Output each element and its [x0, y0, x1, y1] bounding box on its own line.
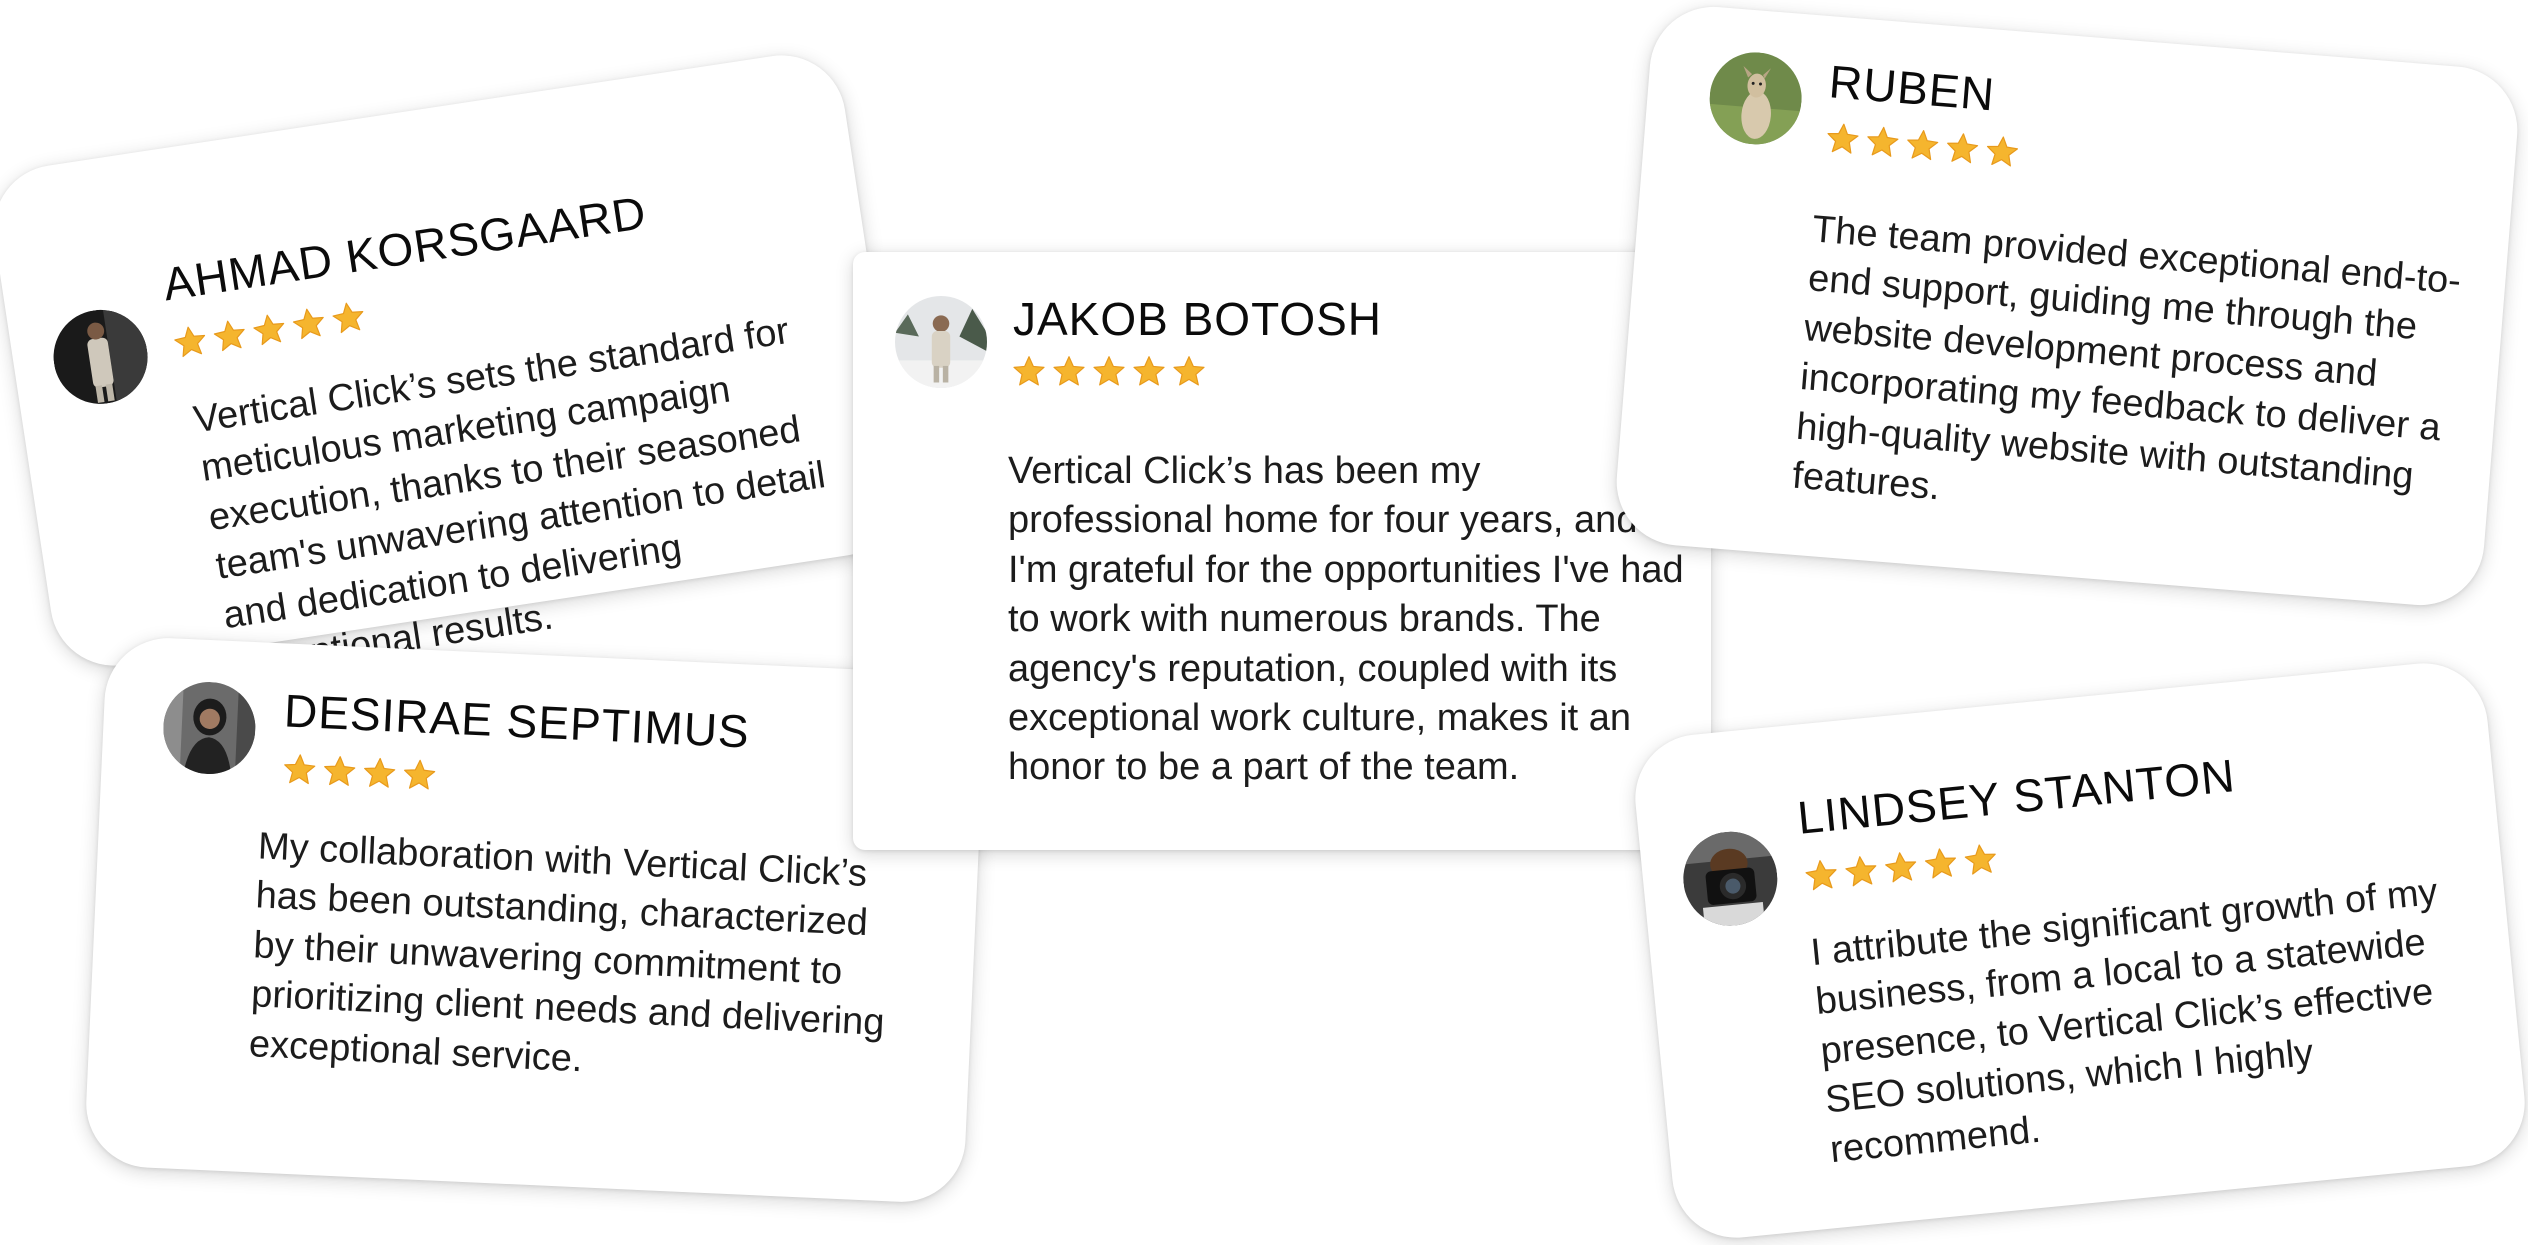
dog-portrait-icon: [1706, 48, 1806, 148]
star-icon: [364, 757, 396, 788]
star-icon: [1947, 133, 1979, 164]
star-icon: [1986, 136, 2019, 167]
star-icon: [1053, 356, 1085, 386]
star-icon: [1093, 356, 1125, 386]
star-icon: [1013, 356, 1045, 386]
star-icon: [1907, 130, 1939, 161]
reviewer-name: JAKOB BOTOSH: [1013, 293, 1383, 345]
testimonial-card-desirae: DESIRAE SEPTIMUS My collaboration with V…: [83, 635, 987, 1205]
star-icon: [253, 314, 285, 346]
reviewer-name: DESIRAE SEPTIMUS: [283, 684, 751, 758]
star-icon: [292, 308, 324, 340]
star-icon: [404, 759, 436, 790]
star-icon: [1133, 356, 1165, 386]
star-rating: [281, 751, 438, 794]
star-rating: [1802, 841, 2001, 896]
review-text: I attribute the significant growth of my…: [1808, 870, 2440, 1171]
review-text: Vertical Click’s sets the standard for m…: [190, 309, 829, 686]
star-icon: [324, 756, 356, 786]
reviewer-name: AHMAD KORSGAARD: [159, 186, 650, 311]
star-icon: [332, 302, 364, 334]
star-icon: [1924, 848, 1956, 879]
review-text: My collaboration with Vertical Click’s h…: [248, 825, 886, 1080]
star-icon: [1805, 860, 1837, 891]
star-icon: [1173, 356, 1205, 386]
star-rating: [170, 298, 369, 363]
person-portrait-icon: [47, 303, 155, 411]
star-icon: [1845, 856, 1877, 887]
person-portrait-icon: [161, 679, 258, 777]
review-text: The team provided exceptional end-to-end…: [1790, 208, 2463, 509]
testimonial-card-jakob: JAKOB BOTOSH Vertical Click’s has been m…: [853, 252, 1711, 850]
star-icon: [1867, 126, 1899, 157]
star-icon: [174, 326, 206, 358]
star-icon: [1964, 844, 1996, 875]
testimonial-card-ahmad: AHMAD KORSGAARD Vertical Click’s sets th…: [0, 46, 911, 686]
star-rating: [1823, 120, 2021, 172]
testimonial-card-ruben: RUBEN The team provided exceptional end-…: [1611, 1, 2523, 611]
reviewer-name: LINDSEY STANTON: [1795, 749, 2238, 844]
review-text: Vertical Click’s has been my professiona…: [1008, 450, 1684, 789]
star-icon: [1885, 852, 1917, 883]
testimonial-card-lindsey: LINDSEY STANTON I attribute the signific…: [1629, 657, 2528, 1244]
reviewer-name: RUBEN: [1827, 55, 1997, 121]
camera-portrait-icon: [1678, 827, 1782, 931]
star-icon: [1827, 123, 1859, 154]
star-icon: [284, 754, 316, 785]
star-icon: [213, 320, 245, 352]
star-rating: [1011, 354, 1207, 390]
person-portrait-icon: [895, 296, 987, 388]
